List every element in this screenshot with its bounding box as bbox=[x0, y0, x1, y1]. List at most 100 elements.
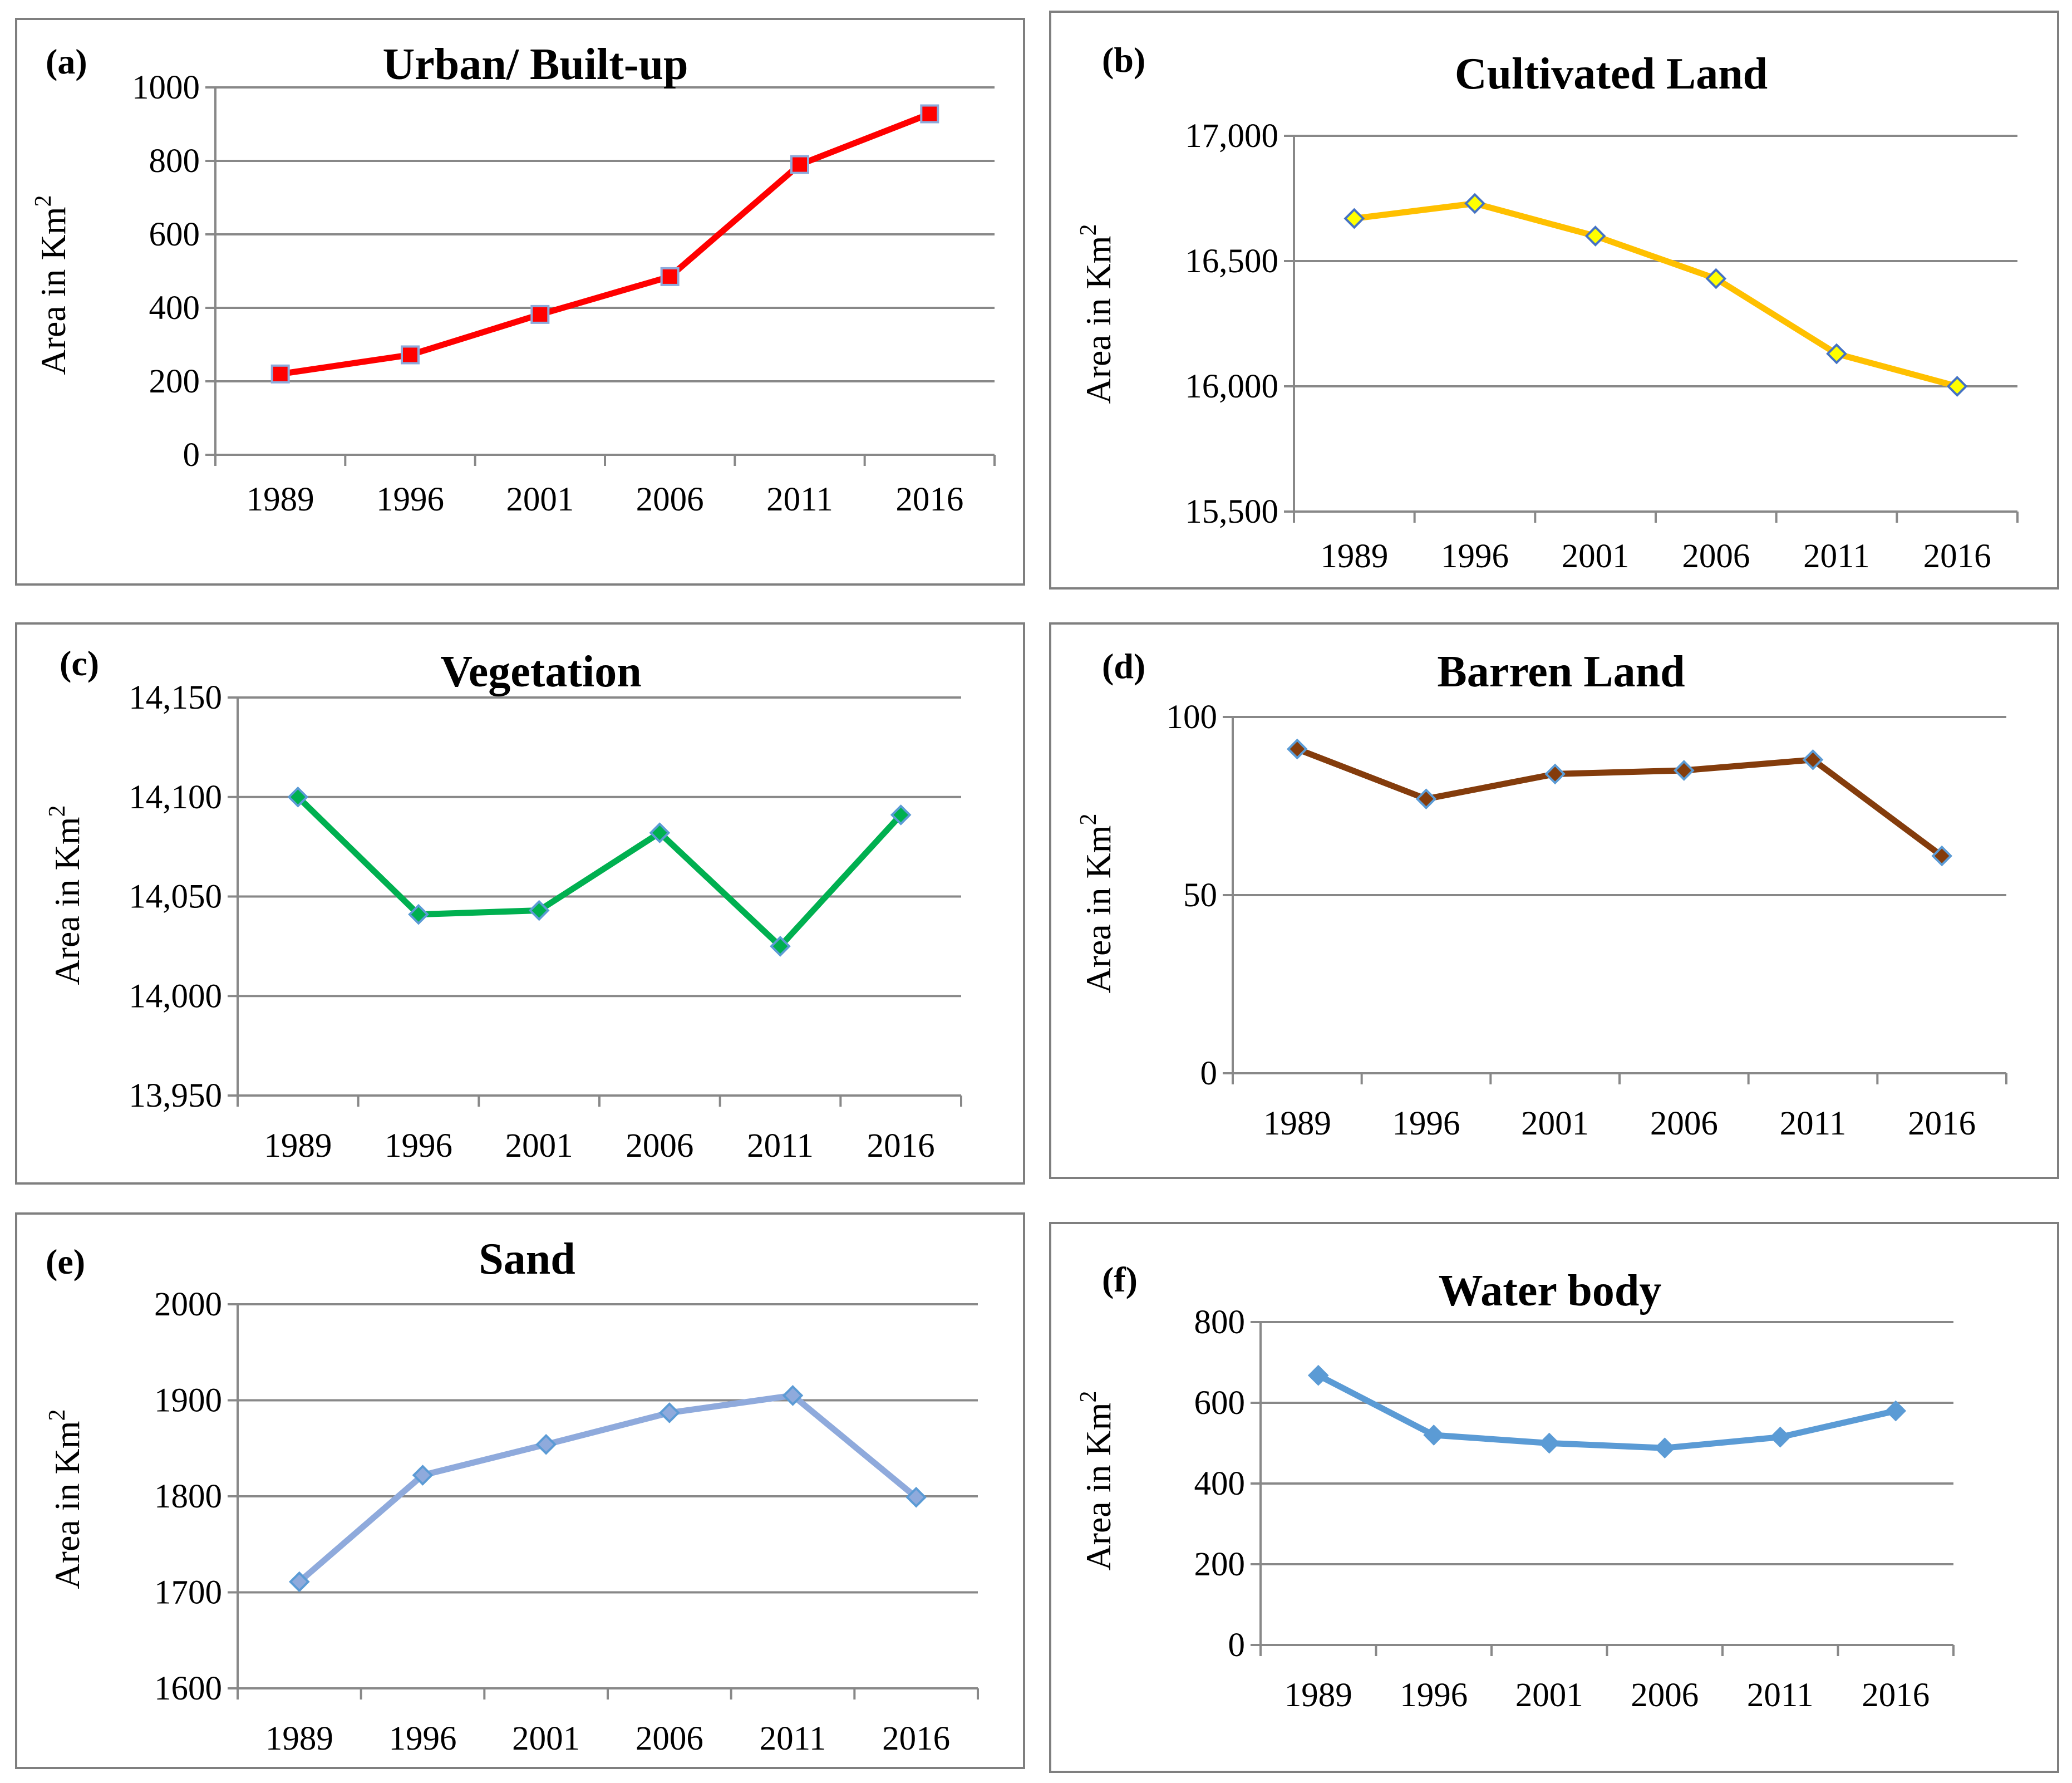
x-tick-label: 1996 bbox=[1392, 1105, 1460, 1142]
data-point bbox=[1464, 193, 1485, 214]
chart-svg: 1600 1700 1800 1900 2000 1989 1996 2001 2006 2011… bbox=[45, 1235, 979, 1757]
series-line bbox=[1315, 1372, 1899, 1451]
y-axis-label-superscript: 2 bbox=[31, 195, 56, 207]
data-point bbox=[660, 267, 680, 286]
y-axis-label-text: Area in Km bbox=[1079, 825, 1118, 993]
x-tick-label: 1996 bbox=[389, 1720, 457, 1757]
y-axis-label: Area in Km2 bbox=[45, 1409, 87, 1589]
y-tick-label: 400 bbox=[149, 289, 200, 327]
x-tick-label: 2006 bbox=[1631, 1677, 1699, 1714]
data-point bbox=[1584, 225, 1606, 247]
y-axis-label-text: Area in Km bbox=[33, 207, 73, 375]
x-tick-label: 2011 bbox=[1803, 538, 1870, 575]
data-point bbox=[1544, 763, 1566, 785]
x-tick-label: 1989 bbox=[1320, 538, 1388, 575]
chart-title: Barren Land bbox=[1437, 647, 1685, 696]
x-tick-label: 1989 bbox=[265, 1720, 333, 1757]
y-tick-label: 0 bbox=[183, 436, 200, 474]
y-tick-label: 800 bbox=[1194, 1304, 1246, 1341]
x-tick-label: 2016 bbox=[1908, 1105, 1976, 1142]
data-point bbox=[920, 104, 939, 124]
chart-panel-d: 0 50 100 1989 1996 2001 2006 2011 2016 Barren Lan… bbox=[1049, 622, 2059, 1179]
y-tick-label: 400 bbox=[1194, 1465, 1246, 1502]
y-axis-label-text: Area in Km bbox=[47, 1421, 87, 1589]
panel-label: (c) bbox=[60, 644, 99, 683]
data-point bbox=[1769, 1426, 1791, 1448]
y-tick-label: 14,000 bbox=[129, 978, 222, 1015]
x-tick-label: 2011 bbox=[1780, 1105, 1847, 1142]
chart-panel-b: 15,500 16,000 16,500 17,000 1989 1996 2001 2006… bbox=[1049, 11, 2059, 590]
x-tick-label: 2011 bbox=[747, 1127, 814, 1165]
data-point bbox=[530, 304, 550, 324]
x-tick-label: 1989 bbox=[247, 481, 314, 518]
y-tick-label: 600 bbox=[149, 216, 200, 253]
x-tick-label: 1996 bbox=[385, 1127, 452, 1165]
data-point bbox=[408, 903, 429, 925]
data-point bbox=[1654, 1437, 1676, 1459]
x-tick-label: 2001 bbox=[506, 481, 574, 518]
x-tick-label: 2001 bbox=[1515, 1677, 1583, 1714]
data-point bbox=[1538, 1432, 1560, 1454]
data-point bbox=[1307, 1364, 1329, 1386]
y-tick-label: 13,950 bbox=[129, 1077, 222, 1114]
x-tick-label: 2006 bbox=[1682, 538, 1750, 575]
y-tick-label: 1700 bbox=[154, 1574, 222, 1612]
y-tick-label: 0 bbox=[1228, 1627, 1246, 1664]
panel-label: (b) bbox=[1102, 40, 1145, 80]
y-tick-label: 14,100 bbox=[129, 779, 222, 816]
x-tick-label: 1996 bbox=[376, 481, 444, 518]
panel-label: (a) bbox=[46, 42, 87, 81]
y-tick-label: 1600 bbox=[154, 1670, 222, 1707]
data-point bbox=[1705, 268, 1727, 289]
y-tick-label: 1800 bbox=[154, 1478, 222, 1515]
chart-panel-f: 0 200 400 600 800 1989 1996 2001 2006 2011 2016 Wat… bbox=[1049, 1222, 2059, 1773]
y-tick-label: 200 bbox=[1194, 1546, 1246, 1583]
data-point bbox=[412, 1465, 434, 1486]
x-tick-label: 1989 bbox=[1284, 1677, 1352, 1714]
chart-title: Urban/ Built-up bbox=[382, 40, 688, 89]
chart-panel-e: 1600 1700 1800 1900 2000 1989 1996 2001 2006 2011… bbox=[15, 1212, 1025, 1769]
x-tick-label: 2016 bbox=[1923, 538, 1991, 575]
series-line bbox=[296, 1392, 919, 1585]
y-tick-label: 100 bbox=[1167, 699, 1218, 736]
chart-title: Cultivated Land bbox=[1455, 50, 1768, 99]
series-line bbox=[294, 794, 904, 950]
y-tick-label: 0 bbox=[1200, 1055, 1218, 1092]
y-tick-label: 14,150 bbox=[129, 679, 222, 716]
y-tick-label: 800 bbox=[149, 143, 200, 180]
data-point bbox=[890, 804, 912, 826]
series-line bbox=[277, 111, 933, 377]
series-line bbox=[1351, 200, 1961, 390]
data-point bbox=[1287, 738, 1308, 760]
data-point bbox=[1946, 376, 1968, 397]
data-point bbox=[289, 1571, 310, 1593]
y-tick-label: 50 bbox=[1183, 877, 1217, 914]
data-point bbox=[401, 345, 420, 365]
x-tick-label: 2006 bbox=[626, 1127, 693, 1165]
x-tick-label: 1996 bbox=[1400, 1677, 1468, 1714]
y-axis-label: Area in Km2 bbox=[1076, 224, 1118, 404]
data-point bbox=[1802, 749, 1824, 770]
y-axis-label-superscript: 2 bbox=[1076, 1391, 1101, 1402]
data-point bbox=[1885, 1400, 1907, 1422]
data-point bbox=[1423, 1425, 1445, 1446]
chart-title: Water body bbox=[1439, 1266, 1662, 1315]
panel-label: (f) bbox=[1102, 1260, 1138, 1299]
y-tick-label: 15,500 bbox=[1185, 493, 1278, 531]
y-tick-label: 14,050 bbox=[129, 878, 222, 916]
data-point bbox=[659, 1402, 680, 1423]
y-tick-label: 200 bbox=[149, 363, 200, 400]
chart-panel-a: 0 200 400 600 800 1000 1989 1996 2001 2006 2011 201… bbox=[15, 18, 1025, 586]
y-axis-label: Area in Km2 bbox=[31, 195, 73, 375]
chart-title: Sand bbox=[479, 1235, 575, 1284]
y-axis-label-superscript: 2 bbox=[1076, 224, 1101, 235]
x-tick-label: 1989 bbox=[264, 1127, 332, 1165]
x-tick-label: 2006 bbox=[1650, 1105, 1718, 1142]
data-point bbox=[287, 786, 309, 808]
y-tick-label: 16,000 bbox=[1185, 368, 1278, 405]
data-point bbox=[1826, 343, 1847, 365]
data-point bbox=[535, 1434, 557, 1455]
chart-svg: 15,500 16,000 16,500 17,000 1989 1996 2001 2006… bbox=[1076, 40, 2019, 575]
chart-svg: 13,950 14,000 14,050 14,100 14,150 1989 1996 20… bbox=[45, 644, 962, 1165]
x-tick-label: 1989 bbox=[1263, 1105, 1331, 1142]
